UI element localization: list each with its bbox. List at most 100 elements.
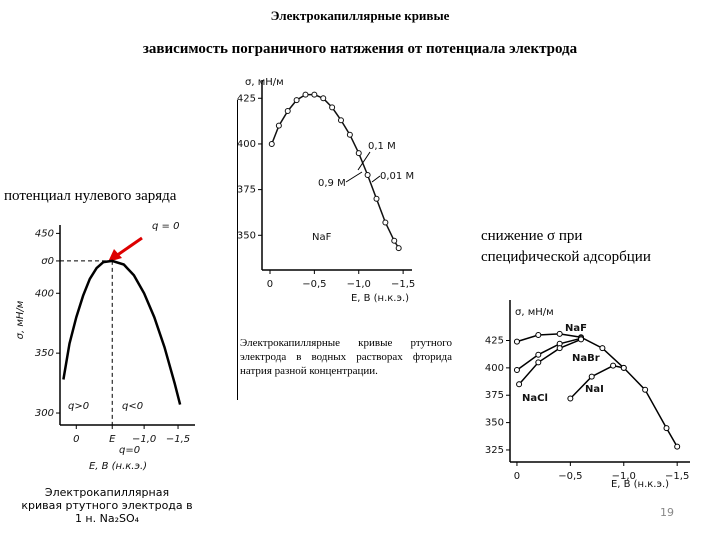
annotation: 0,9 M bbox=[318, 178, 346, 189]
x-axis-label: E, B (н.к.э.) bbox=[351, 293, 409, 304]
data-point bbox=[329, 104, 336, 111]
y-tick-label: 375 bbox=[485, 390, 504, 401]
y-axis-label: σ, мН/м bbox=[15, 300, 26, 339]
data-point bbox=[674, 443, 681, 450]
adsorption-label: снижение σ при специфической адсорбции bbox=[481, 226, 651, 268]
x-tick-label: 0 bbox=[267, 279, 273, 290]
data-point bbox=[513, 338, 520, 345]
y-axis-label: σ, мН/м bbox=[515, 307, 554, 318]
x-tick-label: −0,5 bbox=[558, 471, 582, 482]
series-label: NaBr bbox=[572, 353, 600, 364]
y-tick-label: 400 bbox=[237, 139, 256, 150]
y-tick-label: 300 bbox=[35, 408, 54, 419]
data-point bbox=[556, 345, 563, 352]
text-line: Электрокапиллярная bbox=[44, 486, 170, 499]
y-tick-label: 425 bbox=[237, 93, 256, 104]
y-tick-label: 325 bbox=[485, 445, 504, 456]
page-number: 19 bbox=[660, 506, 674, 519]
series-label: NaF bbox=[565, 323, 587, 334]
x-tick-label: −1,0 bbox=[612, 471, 636, 482]
annotation: q=0 bbox=[119, 445, 140, 456]
y-tick-label: 425 bbox=[485, 336, 504, 347]
data-point bbox=[320, 95, 327, 102]
data-point bbox=[663, 425, 670, 432]
data-point bbox=[556, 330, 563, 337]
data-point bbox=[395, 245, 402, 252]
x-tick-label: 0 bbox=[73, 434, 79, 445]
caption: Электрокапиллярная кривая ртутного элект… bbox=[2, 486, 212, 525]
data-point bbox=[610, 362, 617, 369]
data-point bbox=[311, 91, 318, 98]
text-line: специфической адсорбции bbox=[481, 249, 651, 265]
pzc-label: потенциал нулевого заряда bbox=[4, 188, 177, 204]
series-label: NaI bbox=[585, 384, 604, 395]
data-point bbox=[382, 219, 389, 226]
y-tick-label: 350 bbox=[35, 348, 54, 359]
curve bbox=[516, 337, 582, 371]
text-line: снижение σ при bbox=[481, 228, 583, 244]
data-point bbox=[513, 367, 520, 374]
data-point bbox=[346, 131, 353, 138]
annotation: q>0 bbox=[68, 401, 89, 412]
y-tick-label: 350 bbox=[485, 418, 504, 429]
y-tick-label: 375 bbox=[237, 185, 256, 196]
data-point bbox=[293, 97, 300, 104]
x-tick-label: −1,0 bbox=[347, 279, 371, 290]
x-tick-label: −1,5 bbox=[166, 434, 190, 445]
data-point bbox=[642, 386, 649, 393]
curve bbox=[518, 338, 582, 385]
data-point bbox=[620, 364, 627, 371]
x-tick-label: 0 bbox=[514, 471, 520, 482]
annotation: q = 0 bbox=[152, 221, 179, 232]
x-tick-label: −0,5 bbox=[302, 279, 326, 290]
caption: Электрокапиллярные кривые ртутного элект… bbox=[240, 337, 452, 377]
data-point bbox=[535, 332, 542, 339]
x-axis-label: E, B (н.к.э.) bbox=[89, 461, 147, 472]
y-tick-label: 400 bbox=[35, 288, 54, 299]
annotation: q<0 bbox=[122, 401, 143, 412]
x-tick-label: E bbox=[109, 434, 116, 445]
annotation: 0,1 M bbox=[368, 141, 396, 152]
y-tick-label: 450 bbox=[35, 228, 54, 239]
annotation: 0,01 M bbox=[380, 171, 414, 182]
data-point bbox=[567, 395, 574, 402]
text-line: кривая ртутного электрода в bbox=[21, 499, 193, 512]
arrow-head bbox=[108, 249, 122, 262]
data-point bbox=[302, 91, 309, 98]
pointer bbox=[371, 175, 381, 183]
y-tick-label: 350 bbox=[237, 230, 256, 241]
data-point bbox=[275, 122, 282, 129]
data-point bbox=[284, 108, 291, 115]
y-axis-label: σ, мН/м bbox=[245, 77, 284, 88]
data-point bbox=[364, 172, 371, 178]
data-point bbox=[268, 140, 275, 147]
curve bbox=[62, 259, 182, 405]
inset-border bbox=[237, 100, 238, 400]
y-tick-label: σ0 bbox=[41, 256, 54, 267]
pointer bbox=[345, 171, 363, 183]
curve bbox=[569, 364, 624, 400]
data-point bbox=[373, 195, 380, 202]
series-label: NaCl bbox=[522, 393, 548, 404]
data-point bbox=[391, 237, 398, 244]
annotation: NaF bbox=[312, 232, 332, 243]
x-axis-label: E, B (н.к.э.) bbox=[611, 479, 669, 490]
data-point bbox=[355, 150, 362, 157]
data-point bbox=[578, 336, 585, 343]
pointer bbox=[357, 151, 371, 171]
x-tick-label: −1,5 bbox=[391, 279, 415, 290]
text-line: 1 н. Na₂SO₄ bbox=[74, 512, 140, 525]
x-tick-label: −1,0 bbox=[132, 434, 156, 445]
subtitle: зависимость пограничного натяжения от по… bbox=[142, 41, 578, 57]
data-point bbox=[516, 381, 523, 388]
data-point bbox=[588, 373, 595, 380]
data-point bbox=[599, 345, 606, 352]
data-point bbox=[337, 117, 344, 124]
data-point bbox=[535, 359, 542, 366]
curve bbox=[271, 93, 400, 249]
data-point bbox=[535, 351, 542, 358]
arrow bbox=[115, 236, 143, 258]
title: Электрокапиллярные кривые bbox=[270, 8, 450, 23]
